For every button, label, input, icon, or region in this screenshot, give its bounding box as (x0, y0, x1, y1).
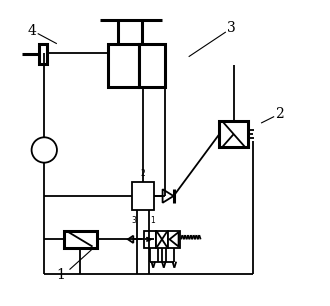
Text: 3: 3 (227, 21, 236, 35)
Text: 2: 2 (141, 169, 146, 178)
Bar (108, 44, 139, 87)
Text: 1: 1 (150, 216, 155, 225)
Bar (64, 231, 97, 248)
Bar (39, 44, 47, 64)
Polygon shape (163, 189, 174, 203)
Polygon shape (128, 236, 133, 243)
Text: 1: 1 (56, 268, 65, 282)
Polygon shape (170, 232, 179, 247)
Bar (132, 182, 154, 210)
Bar (144, 231, 156, 248)
Circle shape (32, 137, 57, 163)
Bar (168, 231, 180, 248)
Text: 4: 4 (27, 24, 36, 38)
Bar (156, 231, 168, 248)
Bar (139, 44, 165, 87)
Text: 2: 2 (275, 107, 284, 121)
Text: 3: 3 (132, 216, 137, 225)
Bar (219, 121, 248, 147)
